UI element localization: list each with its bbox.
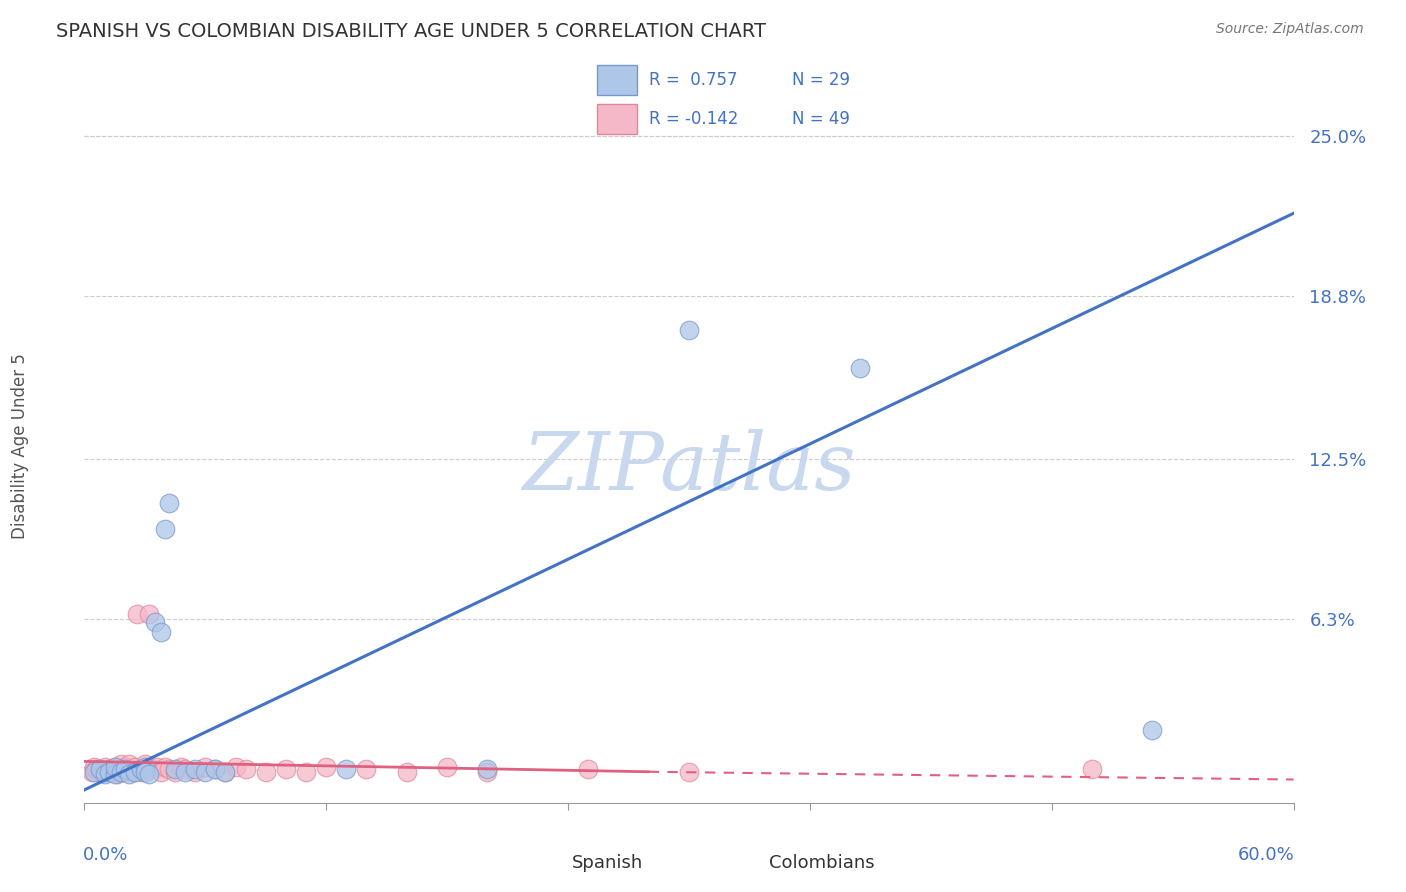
Text: ZIPatlas: ZIPatlas: [522, 429, 856, 506]
Point: [93, 767, 115, 781]
Point: [104, 762, 127, 776]
Point: [83, 759, 105, 773]
Point: [138, 767, 160, 781]
Point: [214, 764, 236, 779]
Point: [101, 764, 124, 779]
Point: [204, 762, 226, 776]
Point: [153, 522, 176, 536]
Point: [110, 757, 132, 772]
Point: [97, 762, 120, 776]
Point: [576, 762, 599, 776]
Text: SPANISH VS COLOMBIAN DISABILITY AGE UNDER 5 CORRELATION CHART: SPANISH VS COLOMBIAN DISABILITY AGE UNDE…: [56, 22, 766, 41]
Point: [436, 759, 458, 773]
Point: [134, 762, 156, 776]
Point: [678, 323, 700, 337]
Point: [174, 762, 197, 776]
Point: [295, 764, 318, 779]
Y-axis label: Disability Age Under 5: Disability Age Under 5: [11, 353, 28, 539]
Point: [395, 764, 418, 779]
Point: [82, 764, 104, 779]
Point: [110, 762, 132, 776]
Point: [124, 759, 146, 773]
Point: [214, 764, 236, 779]
Point: [110, 764, 132, 779]
Text: Colombians: Colombians: [769, 855, 875, 872]
Text: R =  0.757: R = 0.757: [650, 71, 738, 89]
Point: [157, 762, 180, 776]
Point: [165, 762, 187, 776]
Point: [129, 764, 152, 779]
Point: [142, 762, 165, 776]
Point: [118, 767, 141, 781]
Point: [356, 762, 378, 776]
Point: [83, 764, 105, 779]
Text: N = 49: N = 49: [792, 110, 849, 128]
Point: [194, 759, 217, 773]
Point: [849, 361, 872, 376]
Point: [114, 762, 136, 776]
Point: [184, 762, 207, 776]
Point: [97, 764, 120, 779]
Point: [104, 767, 127, 781]
Point: [129, 762, 152, 776]
Point: [146, 759, 169, 773]
Point: [678, 764, 700, 779]
Point: [118, 762, 141, 776]
Point: [157, 496, 180, 510]
Point: [114, 759, 136, 773]
Point: [89, 762, 111, 776]
Point: [89, 764, 111, 779]
FancyBboxPatch shape: [596, 103, 637, 134]
Point: [114, 764, 136, 779]
Point: [86, 762, 108, 776]
Text: 0.0%: 0.0%: [83, 846, 128, 863]
Point: [204, 762, 226, 776]
Point: [143, 615, 166, 629]
Point: [184, 764, 207, 779]
Point: [93, 759, 115, 773]
Point: [274, 762, 297, 776]
Point: [235, 762, 257, 776]
Point: [149, 625, 172, 640]
Point: [118, 757, 141, 772]
Point: [335, 762, 357, 776]
Point: [315, 759, 337, 773]
Point: [194, 764, 217, 779]
Point: [149, 764, 172, 779]
Point: [124, 764, 146, 779]
Point: [174, 764, 197, 779]
Point: [477, 764, 499, 779]
Text: R = -0.142: R = -0.142: [650, 110, 738, 128]
Point: [138, 607, 160, 621]
Point: [170, 759, 193, 773]
Point: [477, 762, 499, 776]
Point: [93, 764, 115, 779]
Point: [134, 757, 156, 772]
Point: [134, 759, 156, 773]
Point: [105, 767, 128, 781]
Text: N = 29: N = 29: [792, 71, 849, 89]
Point: [1142, 723, 1164, 738]
Text: 60.0%: 60.0%: [1237, 846, 1295, 863]
Point: [225, 759, 247, 773]
Point: [121, 764, 143, 779]
Point: [254, 764, 277, 779]
Point: [153, 759, 176, 773]
Point: [104, 759, 127, 773]
Point: [1081, 762, 1104, 776]
Point: [125, 607, 148, 621]
Point: [104, 759, 127, 773]
FancyBboxPatch shape: [596, 65, 637, 95]
Point: [165, 764, 187, 779]
Point: [134, 764, 156, 779]
Text: Spanish: Spanish: [572, 855, 644, 872]
Text: Source: ZipAtlas.com: Source: ZipAtlas.com: [1216, 22, 1364, 37]
